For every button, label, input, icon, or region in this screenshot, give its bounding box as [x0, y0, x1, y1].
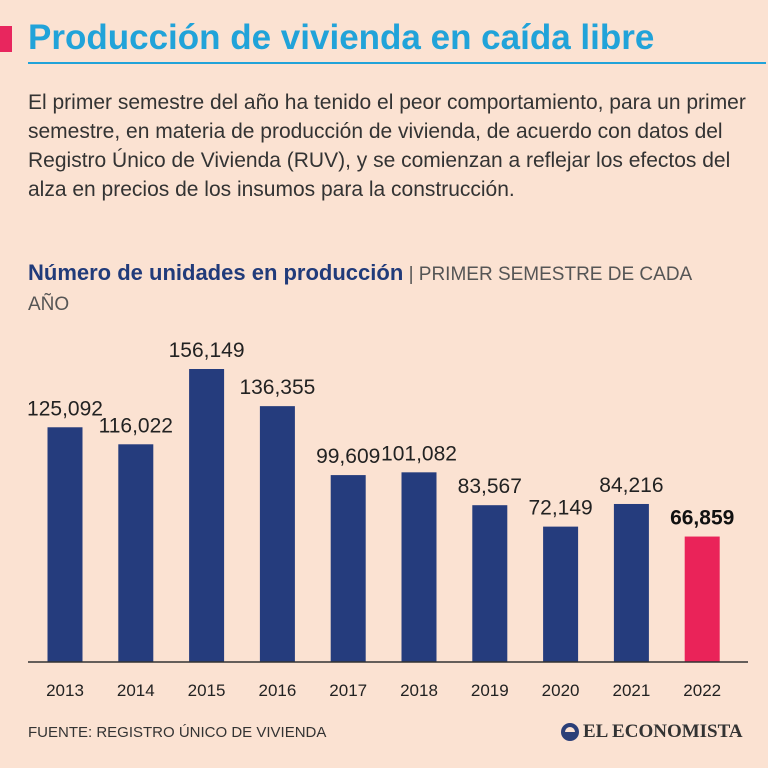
value-label-2015: 156,149 [169, 339, 245, 362]
value-label-2019: 83,567 [458, 475, 522, 498]
x-tick-2013: 2013 [46, 681, 84, 700]
bar-2014 [118, 444, 154, 662]
value-label-2020: 72,149 [528, 497, 592, 520]
value-label-2021: 84,216 [599, 474, 663, 497]
x-tick-2016: 2016 [258, 681, 296, 700]
x-tick-2020: 2020 [542, 681, 580, 700]
x-tick-2014: 2014 [117, 681, 155, 700]
logo-text: EL ECONOMISTA [583, 721, 743, 742]
bar-2021 [613, 503, 649, 662]
chart-subtitle: PRIMER SEMESTRE DE CADA AÑO [28, 264, 692, 315]
bar-2018 [401, 472, 437, 662]
x-tick-2018: 2018 [400, 681, 438, 700]
title-accent-marker [0, 26, 12, 52]
value-label-2018: 101,082 [381, 442, 457, 465]
bar-2022 [684, 536, 720, 662]
bar-2017 [330, 475, 366, 662]
x-tick-2021: 2021 [612, 681, 650, 700]
x-tick-2017: 2017 [329, 681, 367, 700]
bar-2013 [47, 427, 83, 662]
el-economista-logo-icon [561, 723, 579, 741]
x-tick-2019: 2019 [471, 681, 509, 700]
bar-2020 [543, 526, 579, 662]
bar-2015 [189, 369, 225, 662]
title-row: Producción de vivienda en caída libre [0, 12, 768, 62]
value-label-2017: 99,609 [316, 445, 380, 468]
chart-title: Número de unidades en producción [28, 260, 404, 285]
title-divider [28, 62, 766, 64]
source-note: FUENTE: REGISTRO ÚNICO DE VIVIENDA [28, 724, 327, 741]
chart-title-separator: | [408, 264, 414, 285]
value-label-2014: 116,022 [99, 414, 173, 437]
x-tick-2015: 2015 [188, 681, 226, 700]
value-label-2016: 136,355 [239, 376, 315, 399]
chart-heading: Número de unidades en producción | PRIME… [28, 258, 728, 320]
publisher-logo: EL ECONOMISTA [561, 721, 743, 743]
intro-paragraph: El primer semestre del año ha tenido el … [28, 91, 746, 201]
page-title: Producción de vivienda en caída libre [28, 18, 655, 57]
bar-2019 [472, 505, 508, 662]
bar-2016 [259, 406, 295, 662]
value-label-2022: 66,859 [670, 507, 734, 530]
x-tick-2022: 2022 [683, 681, 721, 700]
value-label-2013: 125,092 [27, 397, 103, 420]
